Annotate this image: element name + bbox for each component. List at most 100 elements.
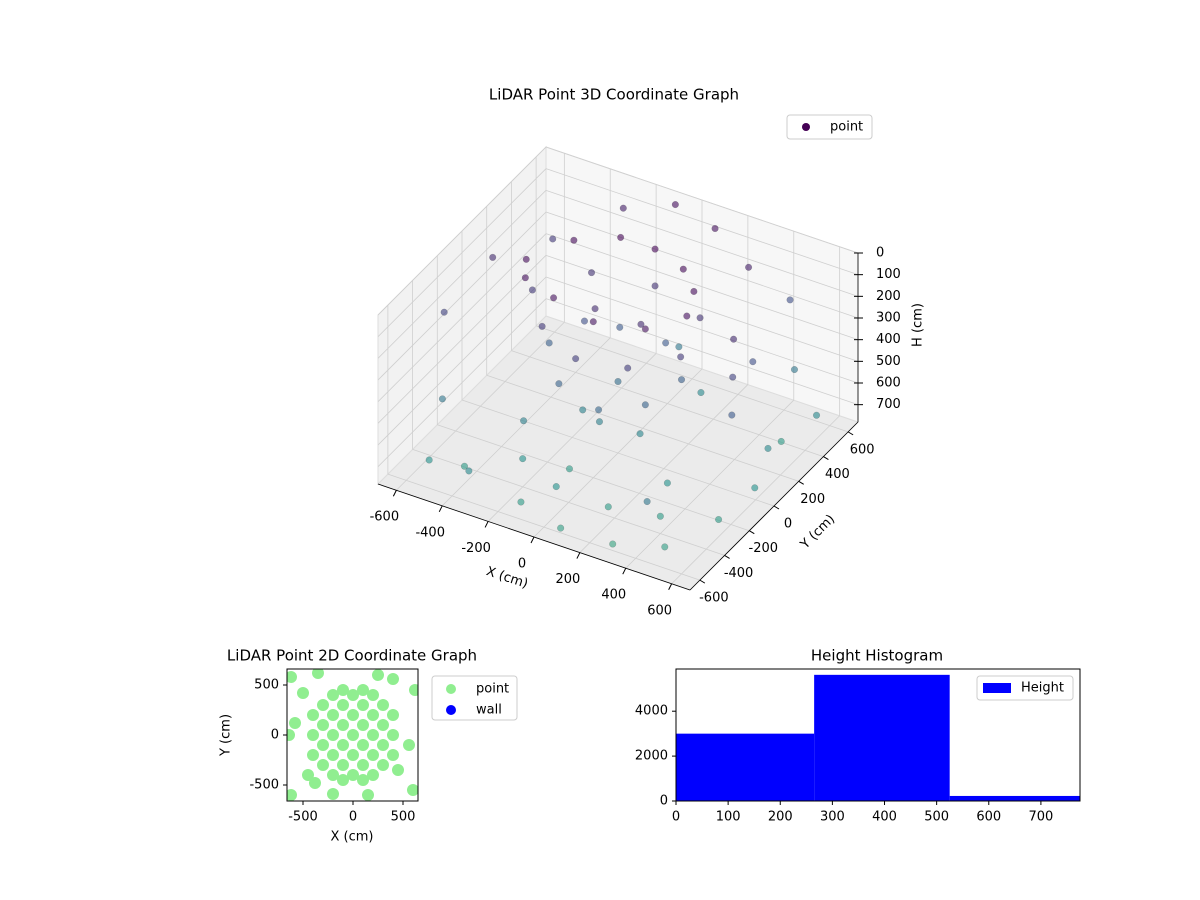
point xyxy=(347,729,359,741)
point xyxy=(403,739,415,751)
point xyxy=(327,729,339,741)
x-tick-label: 300 xyxy=(820,810,845,825)
x-tick-label: 0 xyxy=(349,810,357,825)
point xyxy=(812,411,821,419)
point xyxy=(372,669,384,681)
point xyxy=(357,739,369,751)
x-tick-label: 0 xyxy=(518,557,526,572)
point xyxy=(572,355,580,363)
point xyxy=(662,339,670,347)
legend-label: point xyxy=(476,682,509,697)
point xyxy=(521,274,529,282)
point xyxy=(728,411,736,419)
grid-line xyxy=(545,211,859,319)
point xyxy=(465,467,473,475)
y-tick-label: 4000 xyxy=(635,704,668,719)
y-tick xyxy=(724,554,730,559)
y-tick-label: -500 xyxy=(249,778,279,793)
point xyxy=(287,729,295,741)
point xyxy=(637,320,645,328)
chart-title: LiDAR Point 2D Coordinate Graph xyxy=(227,647,477,665)
point xyxy=(624,364,632,372)
point xyxy=(715,515,723,524)
y-tick-label: 600 xyxy=(850,442,875,457)
point xyxy=(357,759,369,771)
point xyxy=(425,456,433,464)
x-tick-label: -500 xyxy=(288,810,318,825)
grid-line xyxy=(437,424,750,532)
y-tick-label: 400 xyxy=(825,467,850,482)
z-tick-label: 500 xyxy=(876,354,901,369)
point xyxy=(367,689,379,701)
grid-line xyxy=(461,399,775,507)
point xyxy=(347,689,359,701)
point xyxy=(557,524,565,532)
point xyxy=(357,699,369,711)
point xyxy=(549,235,557,243)
x-tick-label: -400 xyxy=(415,525,445,540)
point xyxy=(587,269,596,277)
point xyxy=(595,406,603,414)
point xyxy=(347,769,359,781)
point xyxy=(337,699,349,711)
point xyxy=(565,465,574,473)
legend-marker xyxy=(983,683,1011,693)
point xyxy=(409,684,418,696)
point xyxy=(651,245,659,253)
point xyxy=(377,699,389,711)
point xyxy=(367,709,379,721)
point xyxy=(651,282,659,290)
point xyxy=(367,749,379,761)
point xyxy=(641,401,649,409)
y-tick-label: 0 xyxy=(660,794,668,809)
point xyxy=(656,512,664,520)
point xyxy=(614,377,622,386)
x-tick-label: 500 xyxy=(391,810,416,825)
y-axis-label: Y (cm) xyxy=(219,714,234,757)
point xyxy=(636,430,644,438)
grid-line xyxy=(377,298,547,467)
point xyxy=(517,498,525,506)
y-tick-label: 500 xyxy=(254,678,279,693)
x-tick-label: 200 xyxy=(555,572,580,587)
point xyxy=(589,318,597,326)
point xyxy=(545,339,553,347)
point xyxy=(327,749,339,761)
point xyxy=(538,322,546,330)
legend-box xyxy=(976,675,1074,701)
point xyxy=(297,687,309,699)
point xyxy=(579,406,587,414)
point xyxy=(327,769,339,781)
point xyxy=(317,739,329,751)
y-axis xyxy=(689,421,859,591)
point xyxy=(489,253,497,261)
point xyxy=(519,455,527,463)
point xyxy=(327,689,339,701)
z-axis-label: H (cm) xyxy=(911,303,926,347)
point xyxy=(357,719,369,731)
point xyxy=(643,497,651,506)
grid-line xyxy=(377,211,547,381)
point xyxy=(327,709,339,721)
point xyxy=(617,233,625,241)
y-tick xyxy=(749,530,755,535)
point xyxy=(357,774,369,786)
z-tick-label: 400 xyxy=(876,332,901,347)
point xyxy=(570,236,578,244)
point xyxy=(749,358,757,366)
x-tick xyxy=(438,505,443,513)
point xyxy=(387,749,399,761)
x-tick xyxy=(668,583,673,590)
grid-line xyxy=(545,276,859,384)
point xyxy=(595,418,604,426)
z-tick-label: 300 xyxy=(876,311,901,326)
x-tick xyxy=(484,521,489,528)
y-tick-label: 200 xyxy=(800,492,825,507)
y-tick-label: 2000 xyxy=(635,749,668,764)
point xyxy=(641,325,649,333)
chart-title: Height Histogram xyxy=(811,647,943,665)
point xyxy=(367,769,379,781)
y-tick-label: 0 xyxy=(784,517,792,532)
legend-marker xyxy=(446,684,456,694)
